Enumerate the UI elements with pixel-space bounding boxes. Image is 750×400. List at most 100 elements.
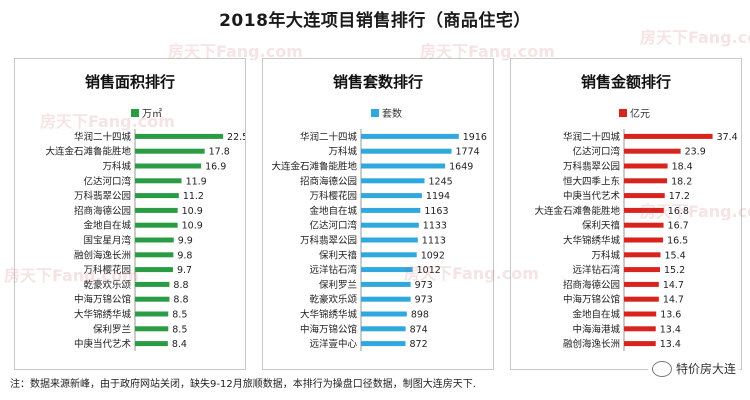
- category-label: 中海海港城: [572, 323, 620, 335]
- bar: [135, 326, 169, 332]
- data-label: 973: [415, 295, 433, 306]
- data-label: 1012: [417, 265, 441, 276]
- data-label: 898: [411, 310, 429, 321]
- category-label: 远洋壹中心: [309, 338, 357, 350]
- category-label: 招商海德公园: [74, 205, 131, 217]
- category-label: 金地自在城: [572, 309, 620, 321]
- amount-bars-svg: 华润二十四城 37.4 亿达河口湾 23.9 万科翡翠公园 18.4 恒大四季上东 18.2 中…: [534, 129, 738, 351]
- data-label: 9.9: [178, 236, 193, 247]
- bar: [624, 281, 659, 287]
- bar: [624, 163, 668, 169]
- bar: [624, 311, 657, 317]
- bar: [135, 193, 179, 199]
- bar: [624, 296, 659, 302]
- account-name: 特价房大连: [675, 362, 736, 376]
- amount-ranking-chart: 销售金额排行 亿元 华润二十四城 37.4 亿达河口湾 23.9 万科翡翠公园 18.4 恒…: [510, 58, 742, 370]
- category-label: 华润二十四城: [300, 131, 358, 143]
- category-label: 乾豪欢乐颂: [83, 279, 131, 291]
- category-label: 保利天禧: [319, 249, 358, 261]
- data-label: 37.4: [717, 132, 738, 143]
- bar: [135, 163, 202, 169]
- category-label: 中庚当代艺术: [563, 190, 621, 202]
- bar: [624, 252, 661, 258]
- data-label: 13.4: [660, 324, 681, 335]
- bar: [361, 326, 406, 332]
- category-label: 融创海逸长洲: [563, 338, 620, 350]
- area-bars-svg: 华润二十四城 22.5 大连金石滩鲁能胜地 17.8 万科城 16.9 亿达河口湾 11.9 万…: [45, 129, 245, 351]
- bar: [361, 237, 418, 243]
- category-label: 乾豪欢乐颂: [309, 294, 357, 306]
- page-title: 2018年大连项目销售排行（商品住宅）: [219, 11, 531, 31]
- bar: [361, 252, 417, 258]
- category-label: 万科樱花园: [83, 264, 131, 276]
- category-label: 中海万锦公馆: [74, 294, 131, 306]
- data-label: 16.9: [205, 162, 226, 173]
- category-label: 万科樱花园: [309, 190, 357, 202]
- data-label: 973: [415, 280, 433, 291]
- bar: [624, 178, 668, 184]
- amount-chart-title: 销售金额排行: [580, 73, 671, 91]
- category-label: 恒大四季上东: [563, 175, 620, 187]
- data-label: 8.4: [172, 339, 187, 350]
- bar: [624, 148, 681, 154]
- category-label: 大连金石滩鲁能胜地: [45, 146, 131, 158]
- data-label: 874: [410, 324, 428, 335]
- bar: [135, 341, 168, 347]
- bar: [361, 163, 446, 169]
- wechat-icon: [651, 360, 672, 377]
- legend-label: 套数: [382, 109, 402, 120]
- category-label: 大华锦绣华城: [563, 235, 621, 247]
- category-label: 亿达河口湾: [309, 220, 357, 232]
- watermark: 房天下Fang.com: [420, 42, 555, 61]
- category-label: 大连金石滩鲁能胜地: [271, 161, 357, 173]
- category-label: 融创海逸长洲: [74, 249, 131, 261]
- bar: [361, 311, 407, 317]
- bar: [624, 222, 664, 228]
- bar: [624, 193, 665, 199]
- data-label: 15.4: [664, 250, 685, 261]
- category-label: 华润二十四城: [74, 131, 132, 143]
- category-label: 招商海德公园: [300, 175, 357, 187]
- category-label: 国宝星月湾: [83, 235, 131, 247]
- legend-swatch: [371, 108, 379, 117]
- legend-swatch: [619, 108, 627, 117]
- data-label: 13.4: [660, 339, 681, 350]
- units-chart-title: 销售套数排行: [332, 73, 423, 91]
- data-label: 872: [409, 339, 427, 350]
- bar: [624, 341, 656, 347]
- category-label: 大华锦绣华城: [74, 309, 132, 321]
- category-label: 中海万锦公馆: [563, 294, 620, 306]
- data-label: 10.9: [182, 221, 203, 232]
- data-label: 1774: [456, 147, 480, 158]
- data-label: 17.8: [209, 147, 230, 158]
- bar: [361, 222, 419, 228]
- data-label: 9.8: [177, 250, 192, 261]
- data-label: 1245: [429, 176, 453, 187]
- bar: [135, 207, 178, 213]
- bar: [361, 281, 411, 287]
- data-label: 10.9: [182, 206, 203, 217]
- area-ranking-chart: 销售面积排行 万㎡ 华润二十四城 22.5 大连金石滩鲁能胜地 17.8 万科城 16.9…: [14, 58, 246, 370]
- category-label: 万科城: [591, 249, 620, 261]
- units-bars-svg: 华润二十四城 1916 万科城 1774 大连金石滩鲁能胜地 1649 招商海德公园 1245…: [271, 129, 487, 351]
- data-label: 13.6: [660, 310, 681, 321]
- data-label: 15.2: [664, 265, 685, 276]
- bar: [135, 267, 173, 273]
- data-label: 22.5: [227, 132, 245, 143]
- bar: [361, 148, 452, 154]
- bar: [135, 148, 205, 154]
- bar: [361, 296, 411, 302]
- footnote: 注：数据来源新峰，由于政府网站关闭，缺失9-12月旅顺数据，本排行为操盘口径数据…: [10, 379, 476, 390]
- watermark: 房天下Fang.com: [168, 42, 303, 61]
- data-label: 14.7: [663, 280, 684, 291]
- data-label: 16.7: [668, 221, 689, 232]
- category-label: 中庚当代艺术: [74, 338, 132, 350]
- bar: [135, 311, 169, 317]
- category-label: 亿达河口湾: [572, 146, 620, 158]
- bar: [135, 296, 170, 302]
- bar: [624, 237, 664, 243]
- watermark: 房天下Fang.com: [640, 28, 750, 47]
- bar: [135, 133, 224, 139]
- data-label: 16.8: [668, 206, 689, 217]
- data-label: 1916: [463, 132, 487, 143]
